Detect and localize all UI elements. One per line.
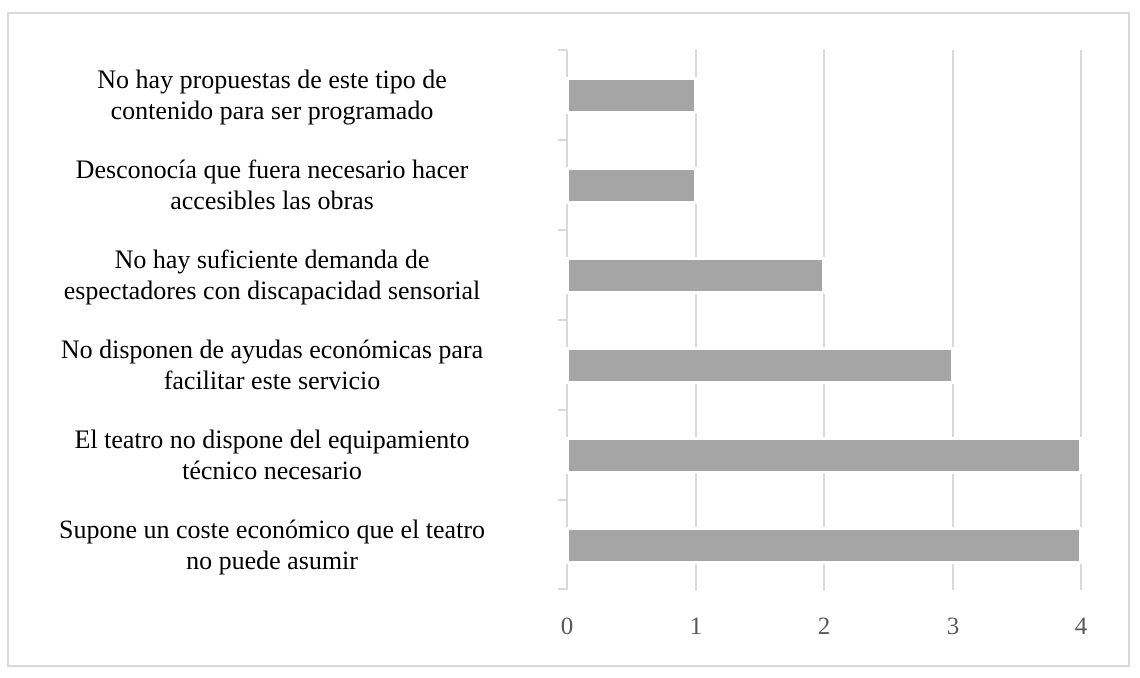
category-label-line: espectadores con discapacidad sensorial	[63, 276, 481, 305]
category-label-line: facilitar este servicio	[163, 366, 381, 395]
axis-tick	[558, 319, 567, 321]
axis-tick	[558, 49, 567, 51]
category-label-line: contenido para ser programado	[110, 96, 434, 125]
bar-no-equipamiento	[569, 440, 1079, 471]
category-label-line: accesibles las obras	[170, 186, 374, 215]
gridline-4	[1080, 50, 1082, 590]
bar-desconocia	[569, 170, 694, 201]
x-tick-label: 4	[1074, 613, 1088, 640]
category-label-line: Desconocía que fuera necesario hacer	[75, 155, 469, 184]
x-tick-label: 0	[560, 613, 574, 640]
bar-no-ayudas	[569, 350, 951, 381]
x-tick-label: 3	[946, 613, 960, 640]
bar-coste-economico	[569, 530, 1079, 561]
category-label: No hay suficiente demanda de espectadore…	[2, 244, 542, 306]
x-tick-label: 1	[689, 613, 703, 640]
gridline-1	[695, 50, 697, 590]
bar-no-propuestas	[569, 80, 694, 111]
category-label: No hay propuestas de este tipo de conten…	[2, 64, 542, 126]
x-tick-label: 2	[817, 613, 831, 640]
axis-tick	[558, 499, 567, 501]
category-axis	[566, 50, 568, 590]
category-label-line: No disponen de ayudas económicas para	[60, 335, 484, 364]
axis-tick	[558, 139, 567, 141]
category-label-line: No hay suficiente demanda de	[114, 245, 430, 274]
category-label-line: Supone un coste económico que el teatro	[59, 515, 485, 544]
gridline-3	[952, 50, 954, 590]
category-label: Supone un coste económico que el teatro …	[2, 514, 542, 576]
axis-tick	[558, 588, 567, 590]
category-label-line: técnico necesario	[182, 456, 362, 485]
bar-no-demanda	[569, 260, 822, 291]
category-label-line: no puede asumir	[186, 546, 358, 575]
category-label: No disponen de ayudas económicas para fa…	[2, 334, 542, 396]
category-label-line: No hay propuestas de este tipo de	[97, 65, 447, 94]
category-label: Desconocía que fuera necesario hacer acc…	[2, 154, 542, 216]
category-label-line: El teatro no dispone del equipamiento	[74, 425, 470, 454]
axis-tick	[558, 229, 567, 231]
gridline-2	[823, 50, 825, 590]
category-label: El teatro no dispone del equipamiento té…	[2, 424, 542, 486]
axis-tick	[558, 409, 567, 411]
